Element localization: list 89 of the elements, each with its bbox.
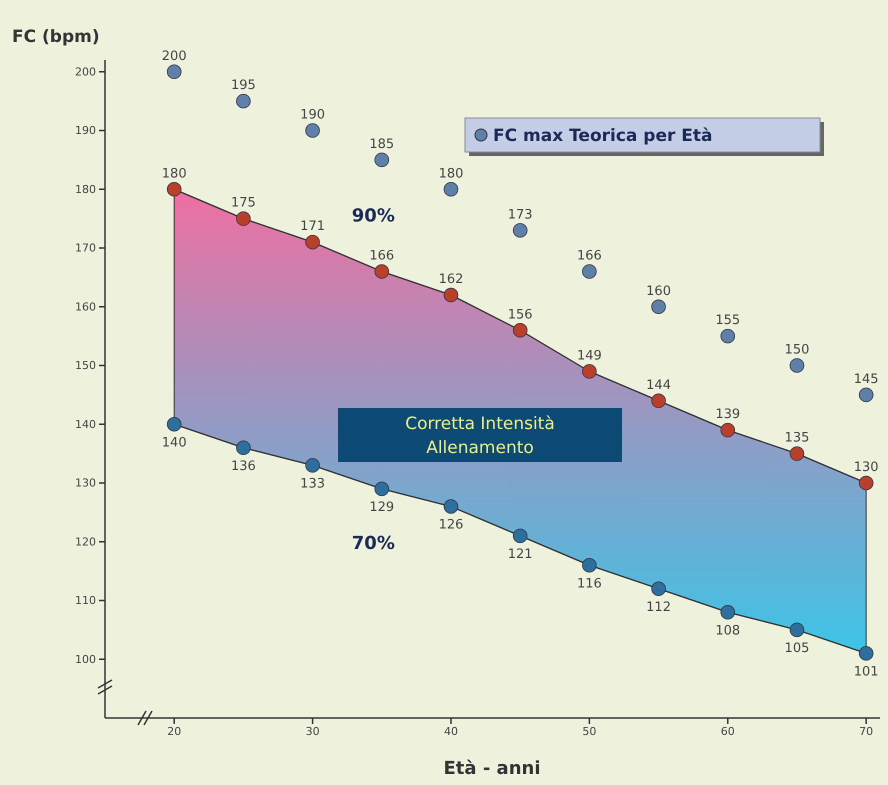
point — [305, 123, 320, 138]
point — [790, 358, 804, 373]
point — [236, 94, 251, 108]
point — [651, 581, 666, 596]
data-label: 155 — [715, 313, 740, 328]
point — [444, 499, 458, 514]
data-label: 180 — [162, 166, 187, 182]
x-tick-label: 70 — [859, 724, 874, 738]
data-label: 160 — [646, 284, 671, 299]
point — [582, 364, 597, 379]
text: 70% — [352, 532, 395, 554]
x-tick-label: 30 — [306, 724, 320, 738]
data-label: 185 — [369, 136, 394, 152]
point — [374, 152, 390, 168]
data-label: 156 — [508, 307, 533, 322]
point — [444, 288, 458, 302]
data-label: 133 — [300, 476, 326, 492]
point — [236, 211, 251, 226]
data-label: 171 — [300, 219, 326, 234]
point — [858, 646, 874, 661]
point — [858, 388, 874, 402]
point — [166, 416, 182, 432]
point — [582, 264, 597, 279]
data-label: 108 — [715, 623, 740, 638]
x-tick-label: 50 — [582, 724, 596, 738]
data-label: 130 — [854, 460, 879, 475]
y-tick-label: 200 — [75, 65, 96, 78]
point — [582, 558, 597, 573]
data-label: 105 — [784, 640, 810, 656]
y-tick-label: 120 — [75, 535, 96, 548]
x-tick-label: 60 — [720, 724, 735, 738]
point — [720, 328, 736, 344]
point — [166, 64, 182, 80]
point — [512, 322, 528, 338]
data-label: 129 — [369, 500, 394, 515]
data-label: 180 — [438, 166, 464, 182]
y-tick-label: 180 — [75, 182, 96, 196]
data-label: 121 — [508, 546, 533, 562]
y-tick-label: 140 — [75, 418, 96, 431]
series-label: 90% — [352, 206, 395, 226]
y-tick-label: 150 — [75, 359, 96, 372]
data-label: 135 — [784, 430, 810, 446]
y-tick-label: 130 — [75, 476, 96, 490]
point — [512, 223, 528, 238]
y-tick-label: 100 — [75, 652, 96, 666]
point — [374, 264, 390, 279]
data-label: 136 — [230, 458, 256, 474]
y-tick-label: 110 — [75, 594, 96, 608]
y-tick-label: 160 — [75, 300, 96, 314]
annotation: Corretta Intensità Allenamento — [405, 414, 555, 458]
point — [166, 182, 182, 197]
point — [236, 440, 251, 456]
y-tick-label: 190 — [75, 124, 96, 138]
data-label: 173 — [508, 207, 533, 222]
legend-label: FC max Teorica per Età — [493, 126, 713, 146]
data-label: 145 — [854, 372, 879, 387]
point — [790, 622, 804, 638]
point — [720, 422, 736, 438]
data-label: 144 — [646, 378, 671, 393]
data-label: 195 — [230, 78, 256, 94]
x-tick-label: 40 — [444, 724, 458, 738]
point — [444, 182, 458, 197]
data-label: 139 — [715, 407, 740, 422]
point — [374, 482, 390, 496]
data-label: 200 — [162, 48, 187, 64]
point — [790, 446, 804, 461]
data-label: 166 — [369, 248, 394, 264]
data-label: 166 — [576, 248, 602, 264]
x-tick-label: 20 — [167, 724, 182, 738]
point — [305, 458, 320, 473]
point — [720, 604, 736, 620]
point — [651, 299, 666, 314]
data-label: 140 — [162, 435, 187, 450]
data-label: 162 — [438, 272, 464, 287]
y-axis-title: FC (bpm) — [12, 27, 100, 47]
data-label: 149 — [576, 348, 602, 364]
point — [305, 234, 320, 250]
point — [512, 528, 528, 544]
data-label: 190 — [300, 108, 326, 122]
data-label: 112 — [646, 600, 671, 615]
data-label: 126 — [438, 518, 464, 532]
data-label: 150 — [784, 342, 810, 358]
x-axis-title: Età - anni — [444, 758, 540, 779]
data-label: 101 — [854, 664, 879, 680]
data-label: 175 — [230, 196, 256, 211]
y-tick-label: 170 — [75, 242, 96, 255]
data-label: 116 — [576, 576, 602, 592]
point — [858, 476, 874, 490]
point — [651, 393, 666, 408]
